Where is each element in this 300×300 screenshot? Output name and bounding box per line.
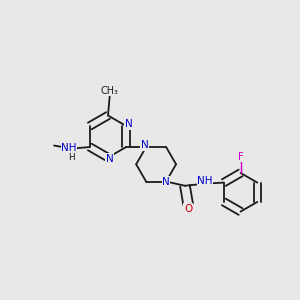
Text: NH: NH: [197, 176, 213, 186]
Text: F: F: [238, 152, 244, 162]
Text: N: N: [106, 154, 113, 164]
Text: N: N: [141, 140, 148, 151]
Text: CH₃: CH₃: [101, 86, 119, 96]
Text: N: N: [125, 119, 133, 130]
Text: N: N: [162, 177, 170, 187]
Text: H: H: [68, 153, 75, 162]
Text: NH: NH: [61, 143, 77, 153]
Text: O: O: [184, 204, 192, 214]
